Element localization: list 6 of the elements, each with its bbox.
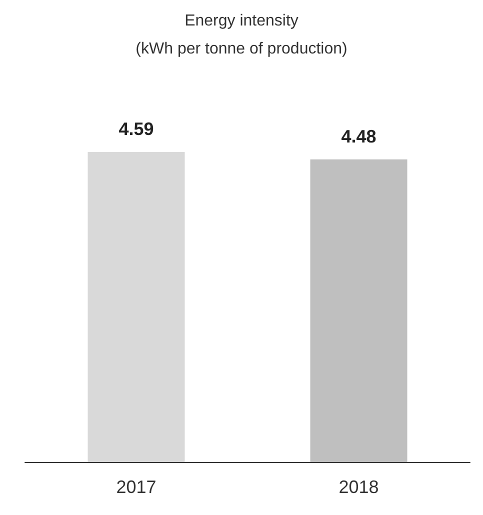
chart-subtitle: (kWh per tonne of production) — [136, 40, 348, 58]
data-label: 4.48 — [341, 126, 376, 146]
chart-title: Energy intensity — [184, 12, 298, 30]
data-label: 4.59 — [118, 119, 154, 139]
x-tick-label: 2017 — [116, 477, 156, 497]
x-tick-label: 2018 — [338, 477, 379, 497]
